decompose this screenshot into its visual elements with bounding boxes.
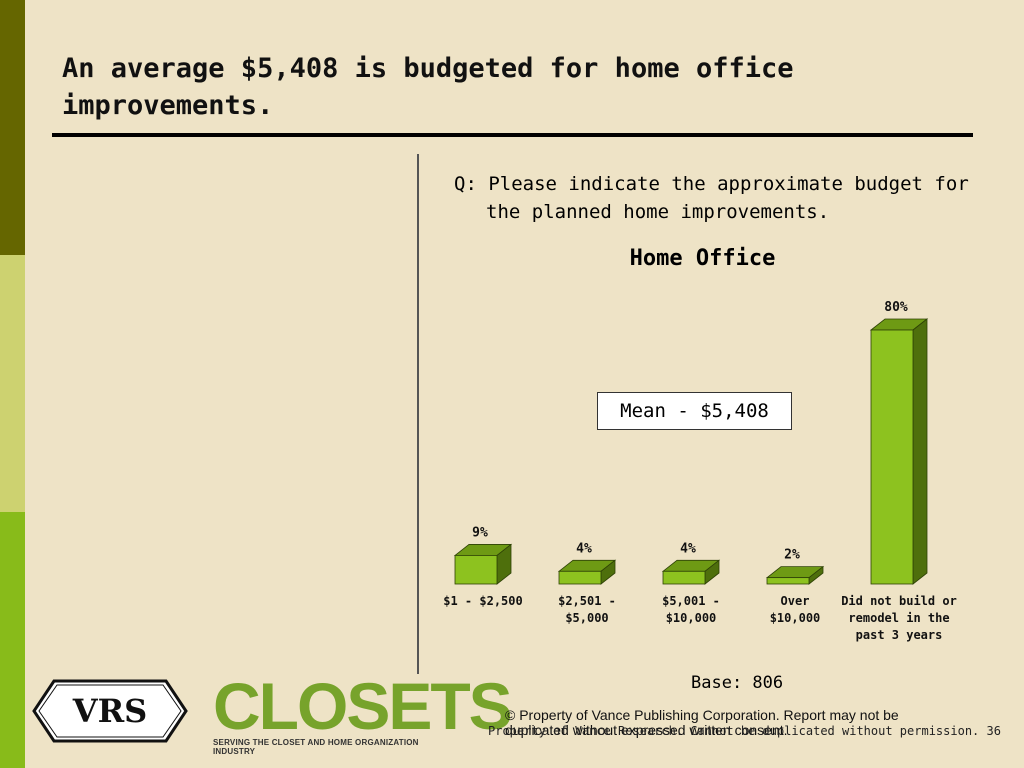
closets-wordmark: CLOSETS [213,669,513,743]
value-label-5: 80% [884,300,908,315]
closets-logo: CLOSETS SERVING THE CLOSET AND HOME ORGA… [213,669,513,756]
mean-box: Mean - $5,408 [597,392,792,430]
bar-2 [558,570,602,585]
bar-chart: 9% $1 - $2,500 4% $2,501 - $5,000 4% $5,001 - $… [443,300,957,642]
closets-tagline: SERVING THE CLOSET AND HOME ORGANIZATION… [213,738,419,756]
copyright-notice: © Property of Vance Publishing Corporati… [505,707,899,738]
bar-5 [870,329,914,585]
chart-title: Home Office [629,246,776,271]
bar-side-5 [912,318,928,585]
page-number: 36 [986,724,1001,738]
sidebar-band-dark [0,0,25,255]
sidebar-band-green [0,512,25,768]
category-label-3-line-2: $10,000 [666,611,717,625]
category-label-4-line-1: Over [781,594,810,608]
bar-3 [662,570,706,585]
title-rule [52,133,973,137]
category-label-5-line-1: Did not build or [841,594,957,608]
vrs-logo-text: VRS [72,692,148,730]
question-line-2: the planned home improvements. [486,201,830,223]
bar-1 [454,555,498,585]
value-label-1: 9% [472,525,488,540]
category-label-2-line-1: $2,501 - [558,594,616,608]
sidebar-band-light [0,255,25,512]
value-label-3: 4% [680,541,696,556]
vertical-divider [417,154,419,674]
bar-4 [766,577,810,585]
slide-title: An average $5,408 is budgeted for home o… [62,53,794,121]
category-label-5-line-3: past 3 years [856,628,943,642]
base-label: Base: 806 [691,673,784,693]
category-label-3-line-1: $5,001 - [662,594,720,608]
category-label-2-line-2: $5,000 [565,611,608,625]
footer-note-text: Property of Vance Research. Cannot be du… [488,724,980,738]
category-label-4-line-2: $10,000 [770,611,821,625]
category-label-1: $1 - $2,500 [443,594,522,608]
value-label-2: 4% [576,541,592,556]
value-label-4: 2% [784,548,800,563]
survey-question: Q: Please indicate the approximate budge… [454,170,974,226]
question-line-1: Q: Please indicate the approximate budge… [454,173,969,195]
category-label-5-line-2: remodel in the [848,611,949,625]
vrs-logo: VRS [32,679,188,743]
footer-note: Property of Vance Research. Cannot be du… [488,724,1001,738]
